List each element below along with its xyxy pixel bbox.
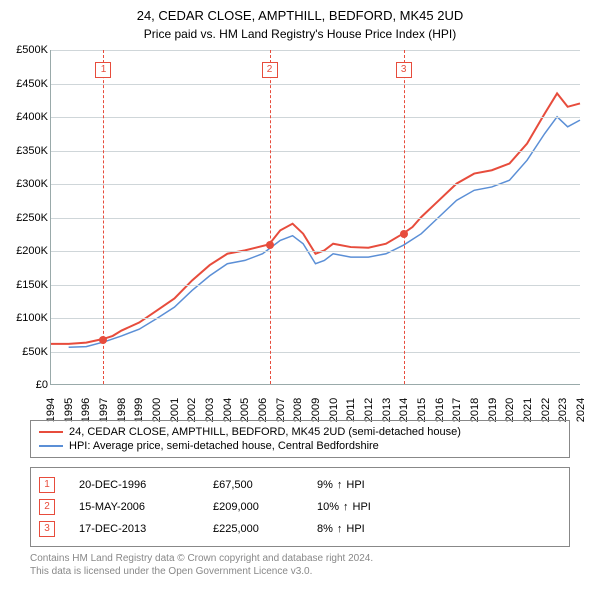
- marker-badge: 1: [95, 62, 111, 78]
- x-axis-label: 1994: [45, 398, 57, 422]
- x-axis-label: 2006: [257, 398, 269, 422]
- marker-dot: [99, 336, 107, 344]
- marker-vline: [270, 50, 271, 384]
- x-axis-label: 2010: [328, 398, 340, 422]
- x-axis-label: 1995: [63, 398, 75, 422]
- event-hpi: 9% ↑ HPI: [317, 479, 365, 491]
- plot-area: £0£50K£100K£150K£200K£250K£300K£350K£400…: [50, 50, 580, 385]
- chart-title: 24, CEDAR CLOSE, AMPTHILL, BEDFORD, MK45…: [0, 0, 600, 25]
- gridline: [51, 50, 580, 51]
- x-axis-label: 2017: [451, 398, 463, 422]
- y-axis-label: £150K: [6, 279, 48, 291]
- x-axis-label: 2003: [204, 398, 216, 422]
- y-axis-label: £350K: [6, 145, 48, 157]
- event-price: £67,500: [213, 479, 293, 491]
- y-axis-label: £250K: [6, 212, 48, 224]
- y-axis-label: £450K: [6, 78, 48, 90]
- x-axis-label: 2001: [169, 398, 181, 422]
- x-axis-label: 2022: [540, 398, 552, 422]
- legend-swatch: [39, 445, 63, 447]
- event-hpi: 10% ↑ HPI: [317, 501, 371, 513]
- x-axis-label: 2009: [310, 398, 322, 422]
- gridline: [51, 285, 580, 286]
- event-date: 17-DEC-2013: [79, 523, 189, 535]
- event-badge: 2: [39, 499, 55, 515]
- events-table: 1 20-DEC-1996 £67,500 9% ↑ HPI 2 15-MAY-…: [30, 467, 570, 547]
- x-axis-label: 2015: [416, 398, 428, 422]
- y-axis-label: £200K: [6, 245, 48, 257]
- x-axis-label: 2000: [151, 398, 163, 422]
- x-axis-label: 2012: [363, 398, 375, 422]
- x-axis-label: 2013: [381, 398, 393, 422]
- event-price: £225,000: [213, 523, 293, 535]
- x-axis-label: 2021: [522, 398, 534, 422]
- x-axis-label: 1997: [98, 398, 110, 422]
- gridline: [51, 218, 580, 219]
- marker-badge: 3: [396, 62, 412, 78]
- event-date: 15-MAY-2006: [79, 501, 189, 513]
- event-price: £209,000: [213, 501, 293, 513]
- gridline: [51, 352, 580, 353]
- gridline: [51, 151, 580, 152]
- legend-item: HPI: Average price, semi-detached house,…: [39, 439, 561, 453]
- x-axis-label: 2014: [398, 398, 410, 422]
- gridline: [51, 318, 580, 319]
- x-axis-label: 2024: [575, 398, 587, 422]
- legend: 24, CEDAR CLOSE, AMPTHILL, BEDFORD, MK45…: [30, 420, 570, 458]
- y-axis-label: £500K: [6, 44, 48, 56]
- x-axis-label: 1996: [80, 398, 92, 422]
- x-axis-label: 2011: [345, 398, 357, 422]
- gridline: [51, 251, 580, 252]
- event-hpi: 8% ↑ HPI: [317, 523, 365, 535]
- x-axis-label: 2007: [275, 398, 287, 422]
- chart-subtitle: Price paid vs. HM Land Registry's House …: [0, 25, 600, 41]
- attribution: Contains HM Land Registry data © Crown c…: [30, 552, 570, 578]
- gridline: [51, 84, 580, 85]
- arrow-up-icon: ↑: [343, 501, 349, 513]
- series-line: [51, 93, 580, 343]
- event-row: 1 20-DEC-1996 £67,500 9% ↑ HPI: [39, 474, 561, 496]
- legend-item: 24, CEDAR CLOSE, AMPTHILL, BEDFORD, MK45…: [39, 425, 561, 439]
- y-axis-label: £100K: [6, 312, 48, 324]
- legend-label: HPI: Average price, semi-detached house,…: [69, 440, 379, 452]
- x-axis-label: 2019: [487, 398, 499, 422]
- y-axis-label: £300K: [6, 178, 48, 190]
- marker-dot: [400, 230, 408, 238]
- marker-dot: [266, 241, 274, 249]
- arrow-up-icon: ↑: [337, 523, 343, 535]
- x-axis-label: 2023: [557, 398, 569, 422]
- y-axis-label: £50K: [6, 346, 48, 358]
- arrow-up-icon: ↑: [337, 479, 343, 491]
- x-axis-label: 1998: [116, 398, 128, 422]
- legend-swatch: [39, 431, 63, 433]
- y-axis-label: £400K: [6, 111, 48, 123]
- x-axis-label: 2020: [504, 398, 516, 422]
- event-date: 20-DEC-1996: [79, 479, 189, 491]
- x-axis-label: 2005: [239, 398, 251, 422]
- marker-vline: [103, 50, 104, 384]
- chart-container: 24, CEDAR CLOSE, AMPTHILL, BEDFORD, MK45…: [0, 0, 600, 590]
- x-axis-label: 2018: [469, 398, 481, 422]
- event-row: 3 17-DEC-2013 £225,000 8% ↑ HPI: [39, 518, 561, 540]
- x-axis-label: 2004: [222, 398, 234, 422]
- x-axis-label: 2002: [186, 398, 198, 422]
- legend-label: 24, CEDAR CLOSE, AMPTHILL, BEDFORD, MK45…: [69, 426, 461, 438]
- attribution-line: This data is licensed under the Open Gov…: [30, 565, 570, 578]
- x-axis-label: 2008: [292, 398, 304, 422]
- x-axis-label: 1999: [133, 398, 145, 422]
- marker-badge: 2: [262, 62, 278, 78]
- gridline: [51, 184, 580, 185]
- marker-vline: [404, 50, 405, 384]
- gridline: [51, 117, 580, 118]
- y-axis-label: £0: [6, 379, 48, 391]
- event-row: 2 15-MAY-2006 £209,000 10% ↑ HPI: [39, 496, 561, 518]
- x-axis-label: 2016: [434, 398, 446, 422]
- event-badge: 3: [39, 521, 55, 537]
- event-badge: 1: [39, 477, 55, 493]
- attribution-line: Contains HM Land Registry data © Crown c…: [30, 552, 570, 565]
